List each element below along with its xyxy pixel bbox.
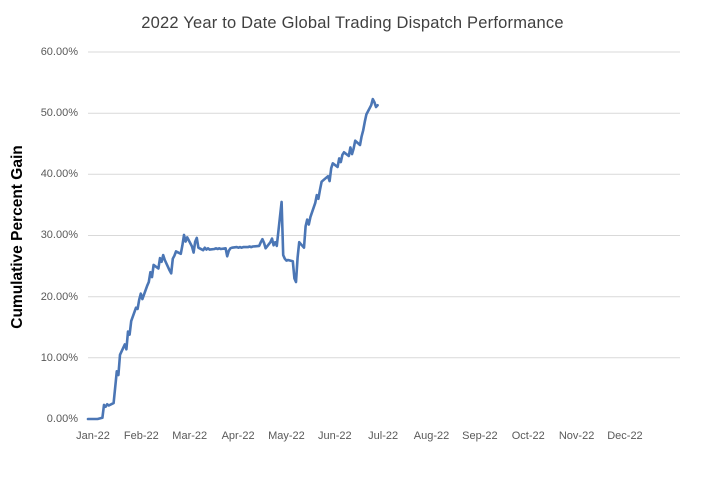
x-tick-label: Aug-22 [413,430,450,442]
y-tick-label: 0.00% [46,413,78,425]
x-tick-label: Apr-22 [221,430,255,442]
chart-title: 2022 Year to Date Global Trading Dispatc… [141,14,564,32]
x-tick-label: Sep-22 [462,430,498,442]
y-tick-label: 20.00% [40,290,78,303]
x-tick-label: Jun-22 [317,430,352,442]
y-tick-label: 40.00% [40,168,78,181]
x-tick-label: Jan-22 [76,430,110,442]
x-tick-label: Oct-22 [511,430,545,442]
x-tick-label: Mar-22 [172,430,208,442]
series-line [86,97,379,421]
y-tick-label: 60.00% [40,45,78,58]
x-tick-label: Nov-22 [558,430,595,442]
x-tick-label: Dec-22 [607,430,643,442]
y-tick-label: 10.00% [40,351,78,364]
y-tick-label: 30.00% [40,229,78,242]
x-tick-label: Feb-22 [123,430,159,442]
x-tick-label: May-22 [268,430,305,442]
x-tick-label: Jul-22 [368,430,399,442]
y-tick-label: 50.00% [40,107,78,120]
